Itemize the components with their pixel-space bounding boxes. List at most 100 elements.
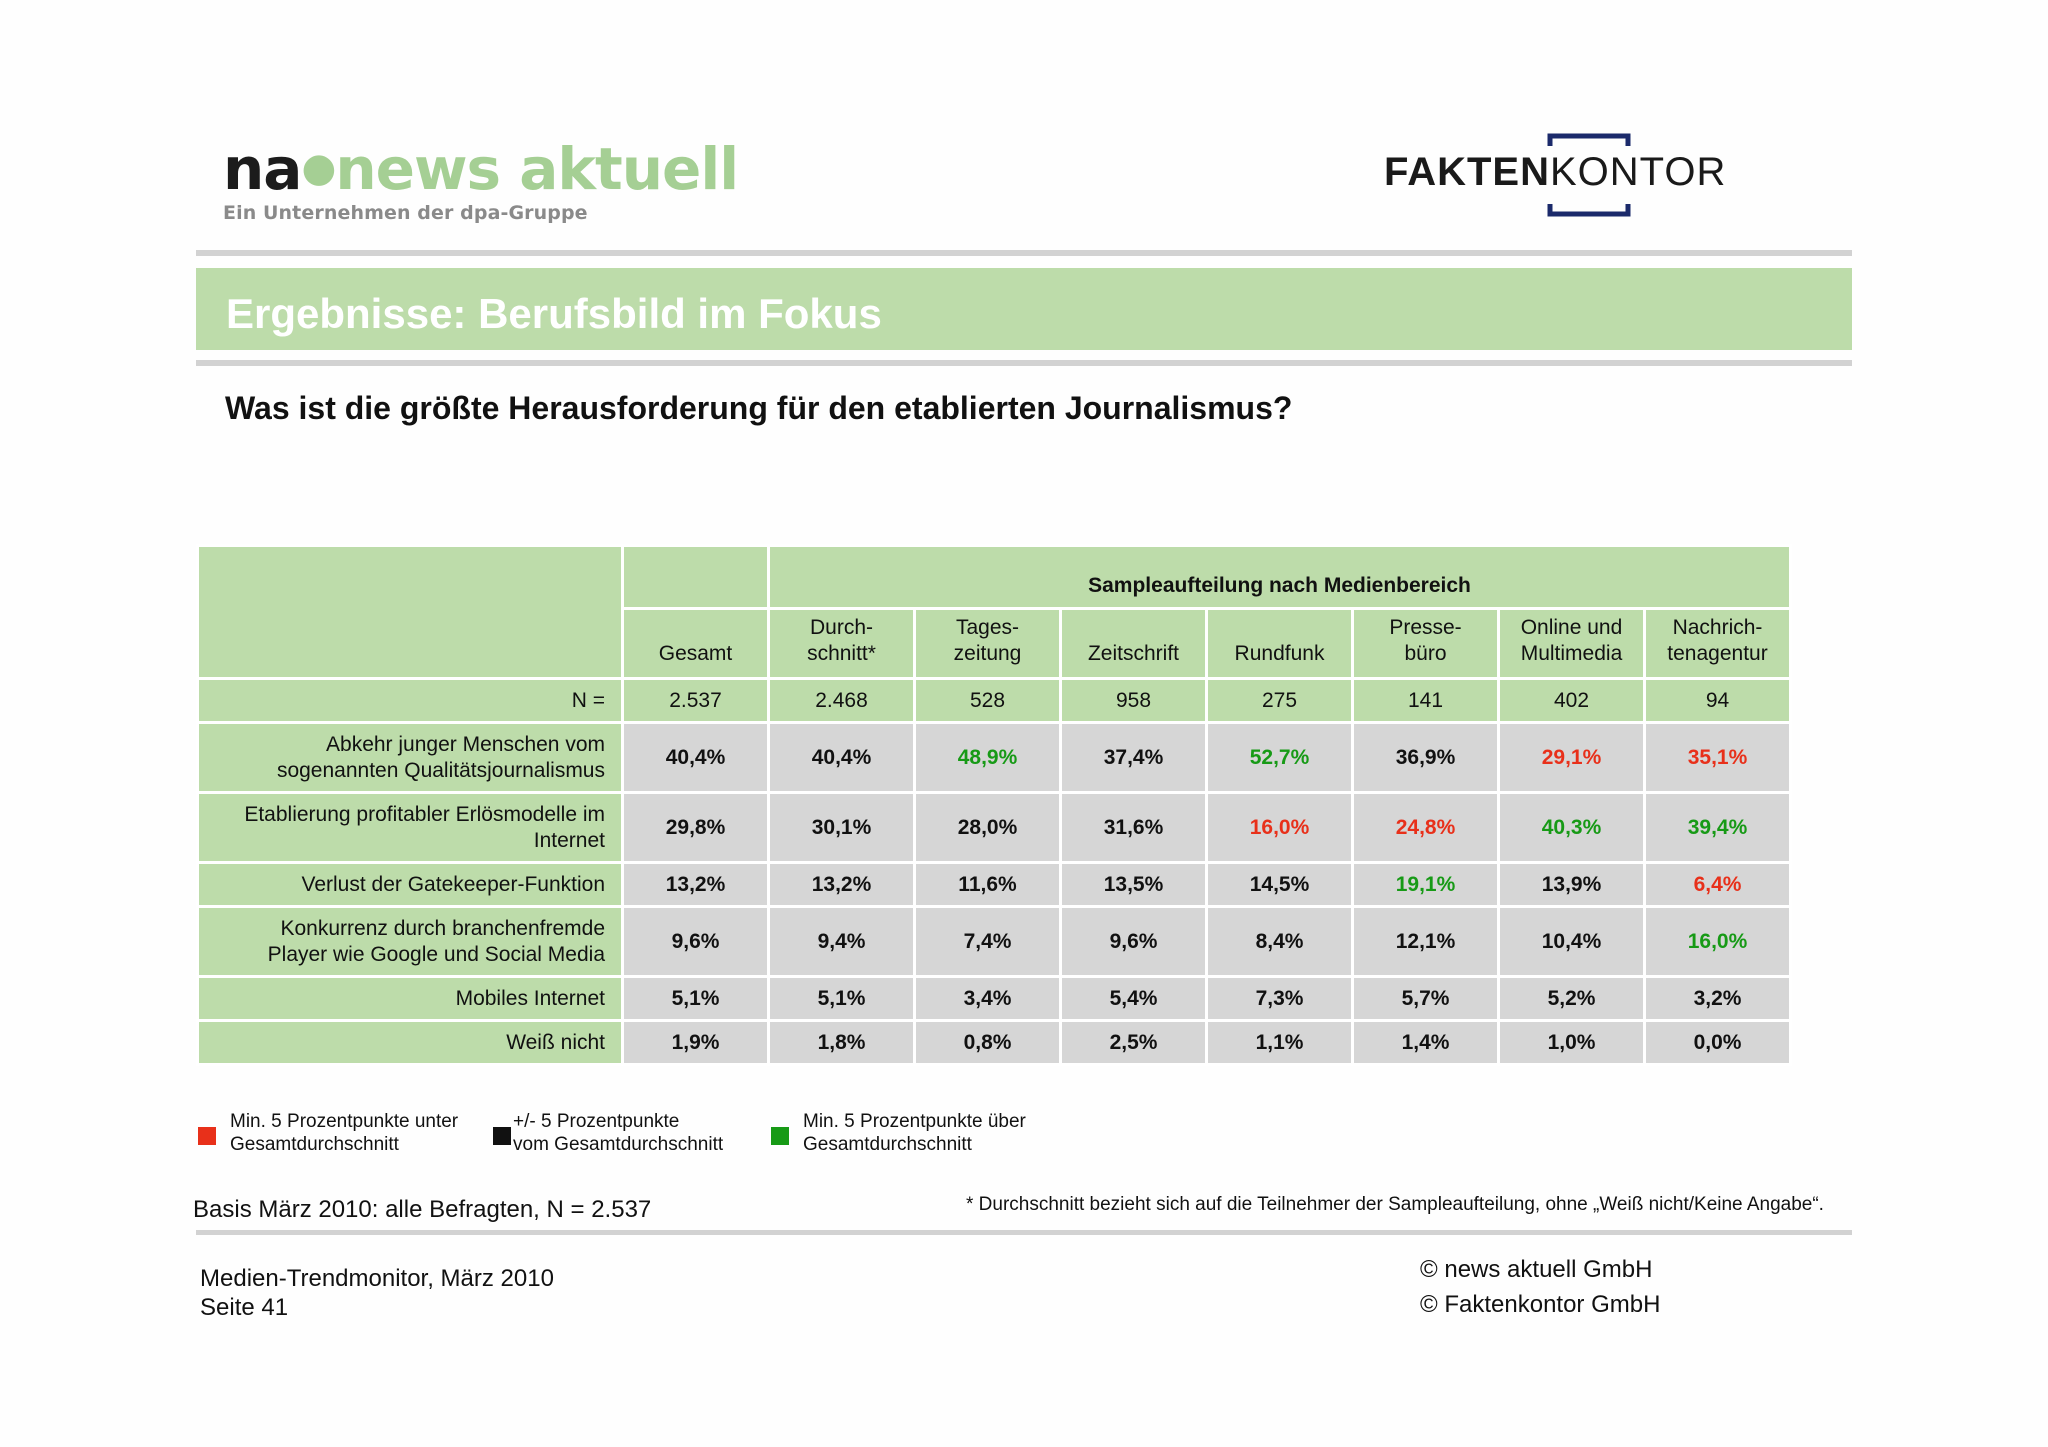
value-cell-rundfunk: 1,1%	[1205, 1019, 1354, 1066]
title-divider	[196, 360, 1852, 366]
copyright-news-aktuell: © news aktuell GmbH	[1420, 1256, 1653, 1283]
value-cell-nachrichtenagentur: 6,4%	[1643, 861, 1792, 908]
faktenkontor-logo: FAKTENKONTOR	[1380, 132, 1800, 222]
row-label-line1: Etablierung profitabler Erlösmodelle im	[244, 802, 605, 826]
footer-left: Medien-Trendmonitor, März 2010 Seite 41	[200, 1264, 554, 1322]
value-cell-zeitschrift: 31,6%	[1059, 791, 1208, 864]
n-value-durchschnitt: 2.468	[767, 677, 916, 724]
footer-divider	[196, 1230, 1852, 1235]
logo-prefix: na	[223, 135, 302, 203]
column-header-line1: Durch-	[809, 615, 873, 639]
title-band: Ergebnisse: Berufsbild im Fokus	[196, 268, 1852, 350]
legend-within-average-swatch	[493, 1127, 511, 1145]
legend-below-average-text: Min. 5 Prozentpunkte unter Gesamtdurchsch…	[230, 1110, 458, 1156]
column-header-row: Gesamt Durch-schnitt* Tages-zeitung Zeitsch…	[198, 607, 1792, 680]
value-cell-gesamt: 29,8%	[621, 791, 770, 864]
table-row: Mobiles Internet 5,1% 5,1% 3,4% 5,4% 7,3% 5,7%…	[196, 975, 1792, 1022]
value-cell-nachrichtenagentur: 3,2%	[1643, 975, 1792, 1022]
footnote: * Durchschnitt bezieht sich auf die Teil…	[966, 1194, 1824, 1215]
value-cell-tageszeitung: 28,0%	[913, 791, 1062, 864]
value-cell-durchschnitt: 30,1%	[767, 791, 916, 864]
value-cell-pressebuero: 1,4%	[1351, 1019, 1500, 1066]
table-row: Etablierung profitabler Erlösmodelle im I…	[196, 791, 1792, 864]
value-cell-pressebuero: 24,8%	[1351, 791, 1500, 864]
value-cell-rundfunk: 52,7%	[1205, 721, 1354, 794]
value-cell-nachrichtenagentur: 16,0%	[1643, 905, 1792, 978]
value-cell-gesamt: 1,9%	[621, 1019, 770, 1066]
value-cell-online-multimedia: 5,2%	[1497, 975, 1646, 1022]
value-cell-tageszeitung: 7,4%	[913, 905, 1062, 978]
legend-above-average-swatch	[771, 1127, 789, 1145]
value-cell-tageszeitung: 48,9%	[913, 721, 1062, 794]
value-cell-nachrichtenagentur: 39,4%	[1643, 791, 1792, 864]
value-cell-zeitschrift: 5,4%	[1059, 975, 1208, 1022]
column-header-rundfunk: Rundfunk	[1205, 607, 1354, 680]
value-cell-online-multimedia: 1,0%	[1497, 1019, 1646, 1066]
legend-line2: vom Gesamtdurchschnitt	[513, 1134, 724, 1155]
legend-line1: +/- 5 Prozentpunkte	[513, 1111, 680, 1132]
value-cell-online-multimedia: 40,3%	[1497, 791, 1646, 864]
copyright-faktenkontor: © Faktenkontor GmbH	[1420, 1291, 1661, 1318]
footer-right: © news aktuell GmbH © Faktenkontor GmbH	[1420, 1252, 1660, 1322]
value-cell-gesamt: 40,4%	[621, 721, 770, 794]
value-cell-zeitschrift: 13,5%	[1059, 861, 1208, 908]
value-cell-tageszeitung: 3,4%	[913, 975, 1062, 1022]
row-label: Abkehr junger Menschen vom sogenannten Qu…	[196, 721, 624, 794]
column-header-line2: Multimedia	[1520, 641, 1623, 665]
column-header-line2: Zeitschrift	[1087, 641, 1179, 665]
column-header-line1: Nachrich-	[1672, 615, 1763, 639]
value-cell-gesamt: 13,2%	[621, 861, 770, 908]
column-header-zeitschrift: Zeitschrift	[1059, 607, 1208, 680]
value-cell-durchschnitt: 1,8%	[767, 1019, 916, 1066]
row-label-line1: Konkurrenz durch branchenfremde	[280, 916, 605, 940]
value-cell-pressebuero: 19,1%	[1351, 861, 1500, 908]
row-label: Weiß nicht	[196, 1019, 624, 1066]
value-cell-online-multimedia: 13,9%	[1497, 861, 1646, 908]
value-cell-tageszeitung: 11,6%	[913, 861, 1062, 908]
value-cell-durchschnitt: 40,4%	[767, 721, 916, 794]
results-table: Sampleaufteilung nach Medienbereich Gesa…	[196, 544, 1792, 1066]
row-label-line2: sogenannten Qualitätsjournalismus	[276, 758, 605, 782]
legend-line1: Min. 5 Prozentpunkte unter	[230, 1111, 459, 1132]
news-aktuell-logo: na●news aktuell Ein Unternehmen der dpa-…	[223, 140, 739, 224]
row-label-line1: Mobiles Internet	[455, 986, 605, 1010]
column-header-line1: Online und	[1520, 615, 1623, 639]
value-cell-nachrichtenagentur: 0,0%	[1643, 1019, 1792, 1066]
n-value-pressebuero: 141	[1351, 677, 1500, 724]
n-label: N =	[196, 677, 624, 724]
value-cell-online-multimedia: 29,1%	[1497, 721, 1646, 794]
logo-kontor: KONTOR	[1550, 150, 1727, 194]
value-cell-online-multimedia: 10,4%	[1497, 905, 1646, 978]
value-cell-nachrichtenagentur: 35,1%	[1643, 721, 1792, 794]
value-cell-pressebuero: 5,7%	[1351, 975, 1500, 1022]
footer-page: Seite 41	[200, 1294, 289, 1321]
column-header-line2: Rundfunk	[1234, 641, 1325, 665]
value-cell-durchschnitt: 9,4%	[767, 905, 916, 978]
value-cell-rundfunk: 8,4%	[1205, 905, 1354, 978]
n-value-zeitschrift: 958	[1059, 677, 1208, 724]
logo-dot: ●	[301, 145, 336, 191]
group-header: Sampleaufteilung nach Medienbereich	[767, 544, 1792, 610]
n-value-tageszeitung: 528	[913, 677, 1062, 724]
value-cell-pressebuero: 36,9%	[1351, 721, 1500, 794]
column-header-line1	[624, 615, 767, 641]
column-header-line1: Tages-	[955, 615, 1020, 639]
n-value-online-multimedia: 402	[1497, 677, 1646, 724]
table-row: Weiß nicht 1,9% 1,8% 0,8% 2,5% 1,1% 1,4% 1,0% 0,…	[196, 1019, 1792, 1066]
value-cell-pressebuero: 12,1%	[1351, 905, 1500, 978]
n-value-nachrichtenagentur: 94	[1643, 677, 1792, 724]
legend-below-average-swatch	[198, 1127, 216, 1145]
column-header-line2: Gesamt	[658, 641, 733, 665]
table-row: Abkehr junger Menschen vom sogenannten Qu…	[196, 721, 1792, 794]
column-header-line1	[1208, 615, 1351, 641]
basis-note: Basis März 2010: alle Befragten, N = 2.5…	[193, 1196, 652, 1223]
top-divider	[196, 250, 1852, 256]
value-cell-rundfunk: 16,0%	[1205, 791, 1354, 864]
legend-line2: Gesamtdurchschnitt	[803, 1134, 972, 1155]
legend-line1: Min. 5 Prozentpunkte über	[803, 1111, 1026, 1132]
column-header-line1: Presse-	[1389, 615, 1462, 639]
value-cell-zeitschrift: 9,6%	[1059, 905, 1208, 978]
column-header-nachrichtenagentur: Nachrich-tenagentur	[1643, 607, 1792, 680]
gesamt-top-spacer	[621, 544, 770, 610]
logo-name: news aktuell	[335, 135, 739, 203]
